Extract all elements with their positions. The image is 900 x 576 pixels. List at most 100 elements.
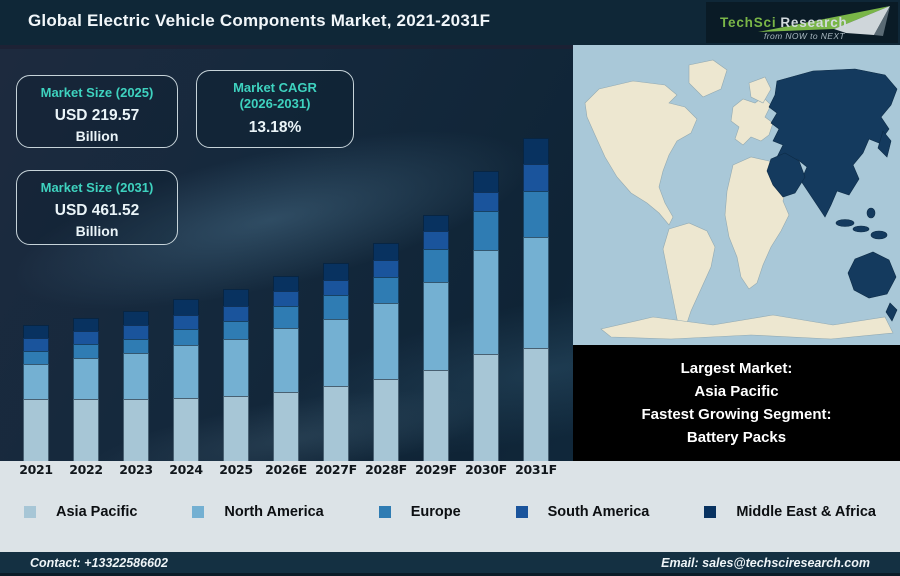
footer-email: Email: sales@techsciresearch.com <box>661 555 870 570</box>
bar-segment-middle-east-africa <box>173 299 199 315</box>
stat-label-line2: (2026-2031) <box>239 96 311 112</box>
bar-segment-asia-pacific <box>73 399 99 461</box>
callout-line: Fastest Growing Segment: <box>641 406 832 423</box>
stat-label-line1: Market CAGR <box>233 80 317 95</box>
axis-label-2024: 2024 <box>169 462 203 477</box>
bar-segment-south-america <box>473 192 499 211</box>
axis-label-2026e: 2026E <box>265 462 307 477</box>
stat-box-market-size-2025: Market Size (2025) USD 219.57 Billion <box>16 75 178 148</box>
bottom-strip <box>0 461 900 552</box>
map-south-america <box>662 222 716 330</box>
bar-2021 <box>23 325 49 461</box>
map-greenland <box>688 59 728 98</box>
bar-segment-middle-east-africa <box>73 318 99 331</box>
title-divider <box>0 45 900 49</box>
logo-tagline: from NOW to NEXT <box>764 31 846 41</box>
techsci-logo: TechSci Research from NOW to NEXT <box>706 2 898 43</box>
legend-item-middle-east-africa: Middle East & Africa <box>704 504 876 520</box>
bar-segment-south-america <box>223 306 249 321</box>
stacked-bar-chart <box>0 45 573 461</box>
bar-segment-south-america <box>423 231 449 250</box>
bar-segment-middle-east-africa <box>223 289 249 306</box>
bar-segment-europe <box>123 339 149 353</box>
bar-segment-north-america <box>473 250 499 354</box>
bar-segment-north-america <box>323 319 349 387</box>
bar-segment-europe <box>473 211 499 250</box>
bar-segment-asia-pacific <box>523 348 549 461</box>
bar-segment-europe <box>23 351 49 364</box>
bar-column-2027f <box>311 45 361 461</box>
bar-segment-south-america <box>73 331 99 344</box>
stat-unit: Billion <box>75 222 119 239</box>
map-indonesia <box>852 225 870 233</box>
stat-value: USD 219.57 <box>54 107 140 125</box>
map-new-zealand <box>885 302 898 322</box>
map-europe <box>730 96 774 146</box>
bar-segment-middle-east-africa <box>473 171 499 192</box>
bar-2022 <box>73 318 99 461</box>
legend-label: Asia Pacific <box>56 504 138 520</box>
bar-column-2021 <box>11 45 61 461</box>
bar-segment-south-america <box>373 260 399 277</box>
legend-label: South America <box>547 504 650 520</box>
map-australia <box>847 251 897 299</box>
bar-column-2025 <box>211 45 261 461</box>
bar-segment-europe <box>73 344 99 358</box>
map-land-group <box>584 59 894 340</box>
bar-2023 <box>123 311 149 461</box>
legend-swatch-europe <box>378 506 391 518</box>
axis-label-2028f: 2028F <box>365 462 407 477</box>
map-indonesia <box>835 219 855 227</box>
axis-label-2030f: 2030F <box>465 462 507 477</box>
axis-label-2023: 2023 <box>119 462 153 477</box>
legend-label: North America <box>224 504 324 520</box>
bar-segment-north-america <box>173 345 199 398</box>
bar-2028f <box>373 243 399 461</box>
bar-2026e <box>273 276 299 461</box>
legend-item-asia-pacific: Asia Pacific <box>24 504 137 520</box>
stat-unit: Billion <box>75 127 119 144</box>
bar-2029f <box>423 215 449 461</box>
bar-segment-north-america <box>373 303 399 379</box>
bar-segment-north-america <box>23 364 49 399</box>
bar-segment-north-america <box>123 353 149 399</box>
bar-segment-europe <box>223 321 249 339</box>
chart-legend: Asia Pacific North America Europe South Ame… <box>0 498 900 526</box>
logo-brand-secondary: Research <box>780 15 848 30</box>
bar-segment-europe <box>373 277 399 303</box>
bar-segment-south-america <box>523 164 549 191</box>
bar-segment-asia-pacific <box>323 386 349 461</box>
bar-2025 <box>223 289 249 461</box>
bar-column-2023 <box>111 45 161 461</box>
axis-label-2031f: 2031F <box>515 462 557 477</box>
bar-segment-asia-pacific <box>123 399 149 461</box>
world-map-panel <box>573 45 900 345</box>
bar-segment-south-america <box>23 338 49 351</box>
stat-label: Market Size (2025) <box>40 85 154 100</box>
bar-2024 <box>173 299 199 461</box>
bar-segment-south-america <box>273 291 299 306</box>
bar-segment-europe <box>423 249 449 283</box>
axis-label-2027f: 2027F <box>315 462 357 477</box>
bar-column-2028f <box>361 45 411 461</box>
map-north-america <box>584 80 698 226</box>
stat-value: 13.18% <box>248 118 302 136</box>
legend-item-europe: Europe <box>378 504 461 520</box>
bar-segment-middle-east-africa <box>373 243 399 260</box>
callout-box: Largest Market: Asia Pacific Fastest Gro… <box>573 345 900 461</box>
bar-segment-south-america <box>123 325 149 339</box>
bar-column-2030f <box>461 45 511 461</box>
legend-label: Europe <box>410 504 461 520</box>
bar-segment-asia-pacific <box>23 399 49 461</box>
logo-arrow-icon <box>758 6 890 36</box>
legend-swatch-middle-east-africa <box>704 506 717 518</box>
legend-label: Middle East & Africa <box>736 504 876 520</box>
bar-segment-middle-east-africa <box>23 325 49 338</box>
bar-segment-middle-east-africa <box>123 311 149 325</box>
bar-segment-europe <box>173 329 199 345</box>
bar-segment-north-america <box>423 282 449 370</box>
bar-column-2031f <box>511 45 561 461</box>
bar-segment-asia-pacific <box>423 370 449 461</box>
map-antarctica <box>600 314 894 340</box>
